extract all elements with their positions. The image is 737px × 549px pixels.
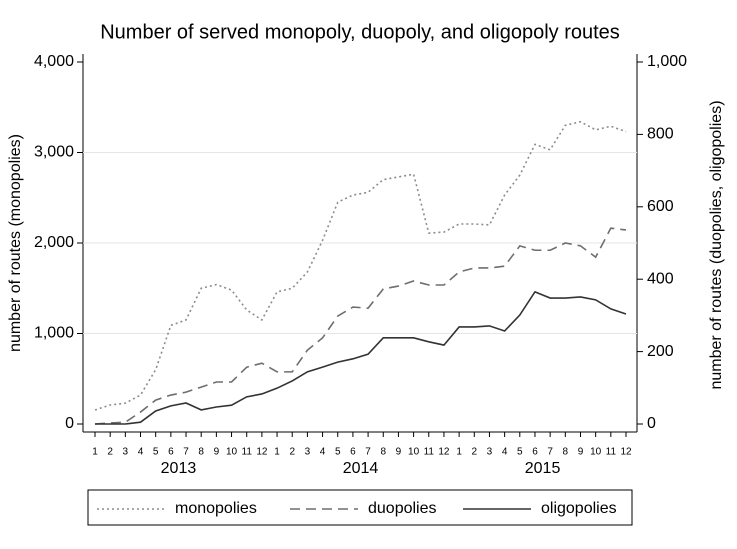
x-tick-label: 9 — [396, 447, 402, 458]
legend-label: monopolies — [175, 500, 257, 517]
x-tick-label: 6 — [532, 447, 538, 458]
x-tick-label: 1 — [456, 447, 462, 458]
x-tick-label: 8 — [198, 447, 204, 458]
x-tick-label: 2 — [289, 447, 295, 458]
x-tick-label: 4 — [138, 447, 144, 458]
x-tick-label: 5 — [335, 447, 341, 458]
x-tick-label: 11 — [242, 447, 253, 458]
x-tick-label: 2 — [472, 447, 478, 458]
legend-label: duopolies — [368, 500, 437, 517]
x-tick-label: 8 — [563, 447, 569, 458]
x-tick-label: 12 — [620, 447, 632, 458]
x-tick-label: 11 — [424, 447, 435, 458]
x-tick-label: 12 — [256, 447, 268, 458]
y-axis-label: number of routes (monopolies) — [7, 134, 24, 352]
x-tick-label: 9 — [214, 447, 220, 458]
y2-axis-label: number of routes (duopolies, oligopolies… — [708, 100, 725, 389]
x-tick-label: 4 — [320, 447, 326, 458]
x-tick-label: 2 — [107, 447, 113, 458]
year-label: 2013 — [161, 460, 197, 477]
x-tick-label: 9 — [578, 447, 584, 458]
series-line — [94, 227, 627, 425]
y-tick-label: 3,000 — [34, 144, 74, 161]
year-label: 2015 — [525, 460, 561, 477]
x-tick-label: 6 — [350, 447, 356, 458]
series-line — [95, 290, 627, 425]
y2-tick-label: 600 — [647, 198, 674, 215]
x-tick-label: 4 — [502, 447, 508, 458]
y2-tick-label: 400 — [647, 270, 674, 287]
x-tick-label: 6 — [168, 447, 174, 458]
x-tick-label: 10 — [226, 447, 238, 458]
x-tick-label: 3 — [487, 447, 493, 458]
y-tick-label: 0 — [65, 415, 74, 432]
y2-tick-label: 800 — [647, 126, 674, 143]
y2-tick-label: 1,000 — [647, 53, 687, 70]
y-tick-label: 1,000 — [34, 325, 74, 342]
y-tick-label: 4,000 — [34, 53, 74, 70]
legend-box — [87, 489, 633, 526]
x-tick-label: 10 — [408, 447, 420, 458]
x-tick-label: 8 — [380, 447, 386, 458]
x-tick-label: 1 — [92, 447, 98, 458]
year-label: 2014 — [343, 460, 379, 477]
chart-title: Number of served monopoly, duopoly, and … — [100, 21, 620, 43]
x-tick-label: 7 — [183, 447, 189, 458]
x-tick-label: 12 — [438, 447, 450, 458]
series-line — [94, 120, 627, 411]
x-tick-label: 3 — [123, 447, 129, 458]
x-tick-label: 7 — [365, 447, 371, 458]
x-tick-label: 3 — [305, 447, 311, 458]
x-tick-label: 10 — [590, 447, 602, 458]
x-tick-label: 1 — [274, 447, 280, 458]
x-tick-label: 7 — [547, 447, 553, 458]
x-tick-label: 5 — [153, 447, 159, 458]
x-tick-label: 11 — [606, 447, 617, 458]
legend-label: oligopolies — [541, 500, 617, 517]
y-tick-label: 2,000 — [34, 234, 74, 251]
x-tick-label: 5 — [517, 447, 523, 458]
y2-tick-label: 0 — [647, 415, 656, 432]
y2-tick-label: 200 — [647, 343, 674, 360]
